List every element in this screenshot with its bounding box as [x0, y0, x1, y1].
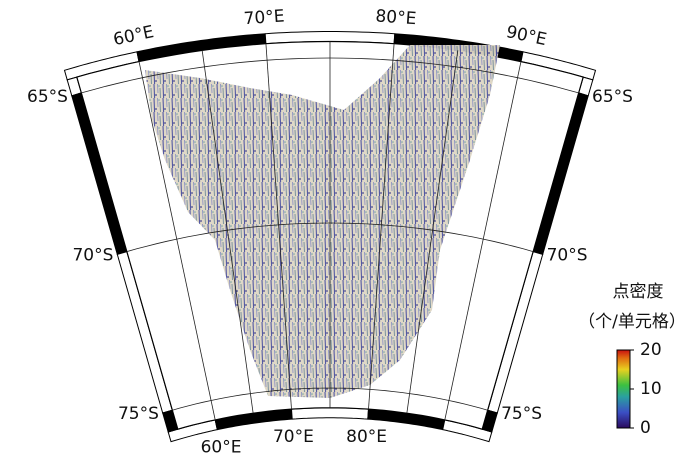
parallel-label-right: 75°S — [501, 404, 542, 424]
parallel-line — [81, 57, 579, 94]
colorbar — [616, 349, 631, 429]
labels: 60°E 60°E 70°E 70°E 80°E 80°E 90°E 65°S 65°S 70°S… — [27, 6, 633, 457]
meridian-line — [201, 50, 254, 414]
meridian-label-bottom: 70°E — [273, 427, 314, 447]
parallel-line — [172, 387, 488, 411]
colorbar-title: 点密度 — [613, 282, 664, 302]
meridian-line — [406, 50, 459, 414]
parallel-label-left: 70°S — [72, 246, 113, 266]
colorbar-tick-label: 0 — [640, 418, 651, 438]
graticule — [81, 41, 579, 420]
meridian-label-bottom: 60°E — [201, 437, 242, 457]
parallel-line — [126, 222, 534, 252]
colorbar-tick-label: 20 — [640, 340, 662, 360]
meridian-label-top: 60°E — [112, 22, 156, 50]
point-cloud — [145, 45, 500, 398]
parallel-label-right: 70°S — [547, 246, 588, 266]
meridian-line — [368, 43, 395, 410]
colorbar-tick-label: 10 — [640, 379, 662, 399]
parallel-label-right: 65°S — [592, 87, 633, 107]
meridian-line — [138, 61, 216, 420]
frame-band — [290, 407, 370, 420]
meridian-label-top: 90°E — [504, 22, 548, 50]
meridian-label-bottom: 80°E — [346, 427, 387, 447]
meridian-label-top: 80°E — [375, 6, 417, 29]
colorbar-subtitle: （个/单元格） — [578, 312, 686, 332]
meridian-label-top: 70°E — [243, 6, 285, 29]
meridian-line — [444, 61, 522, 420]
meridian-line — [265, 43, 292, 410]
parallel-label-left: 65°S — [27, 87, 68, 107]
parallel-label-left: 75°S — [118, 404, 159, 424]
